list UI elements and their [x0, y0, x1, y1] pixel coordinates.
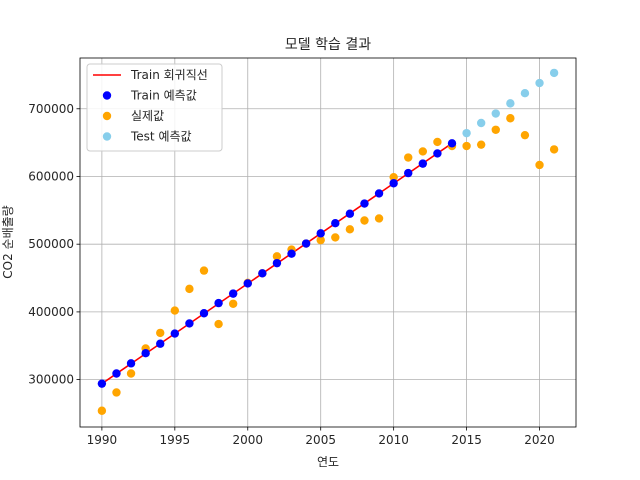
- x-tick-label: 1995: [160, 433, 191, 447]
- data-point: [389, 179, 398, 188]
- x-tick-label: 2005: [305, 433, 336, 447]
- data-point: [506, 114, 515, 123]
- data-point: [272, 252, 282, 261]
- data-point: [97, 406, 107, 415]
- data-point: [185, 284, 194, 294]
- x-axis-ticks: 1990 1995 2000 2005 2010 2015 2020: [87, 427, 555, 447]
- data-point: [112, 388, 121, 397]
- data-point: [360, 216, 369, 225]
- x-tick-label: 2000: [232, 433, 263, 447]
- series-3: [462, 68, 559, 138]
- data-point: [462, 141, 471, 151]
- y-tick-label: 600000: [28, 169, 74, 183]
- data-point: [535, 78, 544, 88]
- series-layer: [97, 68, 559, 415]
- x-tick-label: 2020: [524, 433, 555, 447]
- data-point: [331, 233, 340, 242]
- data-point: [491, 125, 500, 134]
- data-point: [433, 149, 442, 158]
- data-point: [301, 239, 311, 248]
- data-point: [462, 128, 471, 138]
- data-point: [141, 349, 150, 358]
- data-point: [243, 279, 252, 288]
- data-point: [549, 68, 559, 78]
- y-tick-label: 300000: [28, 373, 74, 387]
- data-point: [126, 359, 136, 368]
- data-point: [112, 369, 121, 378]
- data-point: [170, 329, 180, 338]
- data-point: [476, 118, 486, 128]
- data-point: [185, 319, 194, 328]
- data-point: [228, 299, 238, 308]
- x-tick-label: 2010: [378, 433, 409, 447]
- data-point: [345, 209, 355, 218]
- legend-marker-dot: [102, 91, 112, 100]
- y-tick-label: 700000: [28, 102, 74, 116]
- data-point: [389, 172, 398, 182]
- data-point: [156, 339, 165, 348]
- data-point: [418, 159, 428, 168]
- legend-label: Train 예측값: [130, 89, 197, 103]
- data-point: [374, 214, 384, 223]
- data-point: [549, 145, 559, 154]
- legend-label: Test 예측값: [130, 130, 192, 144]
- data-point: [316, 229, 325, 238]
- legend-label: Train 회귀직선: [130, 68, 208, 82]
- data-point: [287, 249, 296, 258]
- data-point: [374, 189, 384, 198]
- legend-label: 실제값: [131, 109, 164, 123]
- data-point: [126, 369, 136, 378]
- data-point: [433, 137, 442, 147]
- data-point: [418, 147, 428, 156]
- data-point: [404, 168, 413, 178]
- data-point: [535, 160, 544, 170]
- series-2: [97, 114, 559, 415]
- y-tick-label: 500000: [28, 237, 74, 251]
- legend-box: [86, 63, 223, 152]
- data-point: [199, 309, 209, 318]
- chart-title: 모델 학습 결과: [285, 37, 371, 53]
- data-point: [258, 269, 267, 278]
- data-point: [476, 140, 486, 149]
- data-point: [520, 89, 530, 98]
- data-point: [506, 99, 515, 108]
- data-point: [447, 139, 457, 148]
- x-tick-label: 1990: [87, 433, 118, 447]
- plot-frame: [79, 57, 577, 428]
- x-tick-label: 2015: [451, 433, 482, 447]
- data-point: [199, 266, 209, 275]
- data-point: [97, 379, 107, 388]
- y-axis-ticks: 300000 400000 500000 600000 700000: [28, 102, 80, 387]
- x-axis-title: 연도: [317, 455, 339, 469]
- data-point: [520, 130, 530, 140]
- data-point: [491, 109, 500, 118]
- data-point: [345, 225, 355, 234]
- data-point: [272, 258, 282, 268]
- data-point: [316, 235, 325, 245]
- y-axis-title: CO2 순배출량: [1, 205, 15, 278]
- data-point: [404, 153, 413, 162]
- legend-marker-dot: [102, 132, 112, 141]
- y-tick-label: 400000: [28, 305, 74, 319]
- series-1: [97, 139, 457, 388]
- data-point: [156, 328, 165, 338]
- data-point: [214, 319, 223, 329]
- data-point: [170, 306, 180, 315]
- data-point: [360, 199, 369, 208]
- data-point: [214, 298, 223, 308]
- data-point: [228, 289, 238, 298]
- data-point: [331, 219, 340, 228]
- legend-marker-dot: [102, 111, 112, 121]
